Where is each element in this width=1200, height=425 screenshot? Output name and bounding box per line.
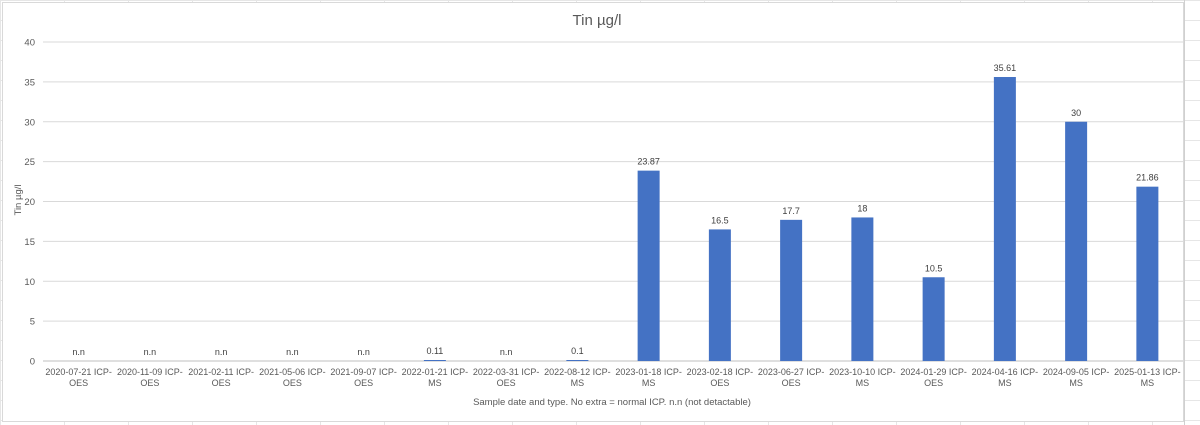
data-label: 16.5 <box>711 215 729 225</box>
x-tick-label: OES <box>283 378 302 388</box>
data-label: 10.5 <box>925 263 943 273</box>
x-tick-label: 2022-01-21 ICP- <box>402 367 469 377</box>
y-tick-label: 40 <box>24 38 35 49</box>
data-label: 18 <box>857 203 867 213</box>
x-tick-label: MS <box>1141 378 1155 388</box>
x-tick-label: 2024-01-29 ICP- <box>900 367 967 377</box>
x-tick-label: MS <box>856 378 870 388</box>
x-tick-label: OES <box>69 378 88 388</box>
x-tick-label: OES <box>497 378 516 388</box>
data-label: 30 <box>1071 108 1081 118</box>
x-tick-label: 2024-04-16 ICP- <box>972 367 1039 377</box>
y-tick-label: 15 <box>24 237 35 248</box>
data-label: 21.86 <box>1136 173 1159 183</box>
data-label: 17.7 <box>782 206 800 216</box>
y-tick-label: 35 <box>24 77 35 88</box>
data-label: 35.61 <box>994 63 1017 73</box>
y-tick-label: 20 <box>24 197 35 208</box>
gridlines <box>43 41 1183 362</box>
x-axis-title: Sample date and type. No extra = normal … <box>473 397 751 408</box>
data-label: 0.11 <box>426 346 443 356</box>
x-tick-label: OES <box>710 378 729 388</box>
data-label: 23.87 <box>637 157 660 167</box>
data-label: n.n <box>357 347 370 357</box>
x-tick-label: 2021-05-06 ICP- <box>259 367 326 377</box>
y-tick-label: 30 <box>24 117 35 128</box>
y-tick-label: 5 <box>30 317 35 328</box>
bar <box>637 170 660 361</box>
bars <box>423 77 1159 361</box>
y-tick-label: 25 <box>24 157 35 168</box>
x-tick-label: 2020-07-21 ICP- <box>45 367 112 377</box>
data-label: 0.1 <box>571 346 584 356</box>
y-axis-ticks: 0 5 10 15 20 25 30 35 40 <box>24 38 35 368</box>
x-tick-label: 2023-06-27 ICP- <box>758 367 825 377</box>
x-tick-label: 2022-08-12 ICP- <box>544 367 611 377</box>
y-tick-label: 0 <box>30 357 35 368</box>
bar <box>423 360 446 361</box>
x-tick-label: 2024-09-05 ICP- <box>1043 367 1110 377</box>
x-tick-label: 2022-03-31 ICP- <box>473 367 540 377</box>
y-tick-label: 10 <box>24 277 35 288</box>
x-tick-label: 2020-11-09 ICP- <box>117 367 183 377</box>
bar <box>1136 186 1159 361</box>
x-tick-label: MS <box>1069 378 1083 388</box>
x-tick-label: 2023-02-18 ICP- <box>687 367 754 377</box>
bar <box>566 360 589 361</box>
x-tick-label: 2023-10-10 ICP- <box>829 367 896 377</box>
x-tick-label: 2025-01-13 ICP- <box>1114 367 1181 377</box>
x-tick-label: 2023-01-18 ICP- <box>615 367 682 377</box>
spreadsheet-edge <box>1184 0 1200 425</box>
data-labels: n.n n.n n.n n.n n.n 0.11 n.n 0.1 23.87 16.5 17.7 18… <box>72 63 1158 357</box>
data-label: n.n <box>215 347 228 357</box>
x-tick-label: MS <box>571 378 585 388</box>
x-tick-label: OES <box>354 378 373 388</box>
bar <box>922 277 945 361</box>
x-tick-label: OES <box>782 378 801 388</box>
data-label: n.n <box>72 347 85 357</box>
bar <box>708 229 731 361</box>
bar <box>851 217 874 361</box>
y-axis-title: Tin µg/l <box>13 185 24 216</box>
x-tick-label: MS <box>998 378 1012 388</box>
data-label: n.n <box>144 347 157 357</box>
bar <box>1065 121 1088 361</box>
bar <box>780 219 803 361</box>
x-tick-label: OES <box>140 378 159 388</box>
data-label: n.n <box>286 347 299 357</box>
x-tick-label: OES <box>924 378 943 388</box>
x-tick-label: OES <box>212 378 231 388</box>
x-tick-label: MS <box>642 378 656 388</box>
x-tick-label: MS <box>428 378 442 388</box>
chart-title: Tin µg/l <box>573 12 622 29</box>
x-tick-label: 2021-02-11 ICP- <box>188 367 254 377</box>
x-tick-label: 2021-09-07 ICP- <box>330 367 397 377</box>
chart-area[interactable] <box>2 2 1184 422</box>
data-label: n.n <box>500 347 513 357</box>
bar <box>993 77 1016 361</box>
